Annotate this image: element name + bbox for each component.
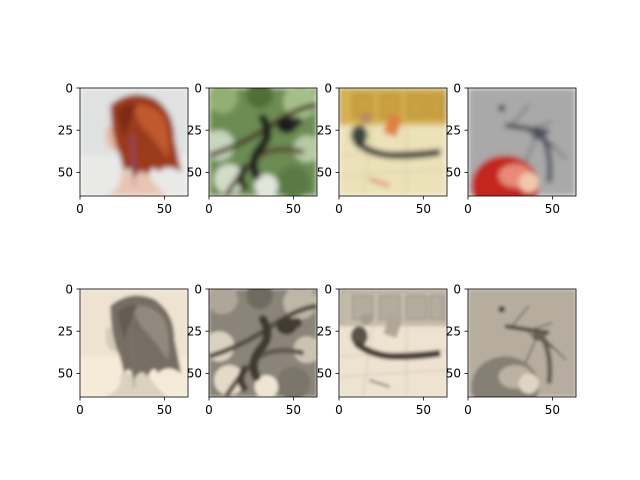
y-tick-label: 50 [317,367,332,381]
subplot-6: 0 50 0 25 50 [187,282,321,417]
y-tick-label: 50 [187,367,202,381]
image-sepia-2 [204,282,320,400]
x-tick-label: 0 [335,403,343,417]
x-tick-label: 50 [286,403,301,417]
x-tick-label: 50 [416,202,431,216]
x-tick-label: 50 [545,403,560,417]
y-tick-label: 25 [58,123,73,137]
y-tick-label: 25 [187,324,202,338]
y-tick-label: 0 [453,282,461,296]
x-tick-label: 0 [464,403,472,417]
subplot-7: 0 50 0 25 50 [317,282,447,417]
y-tick-label: 0 [194,282,202,296]
image-sepia-4 [468,289,576,417]
x-tick-label: 0 [205,202,213,216]
y-tick-label: 50 [446,166,461,180]
image-color-4 [468,88,576,216]
x-tick-label: 50 [416,403,431,417]
subplot-1: 0 50 0 25 50 [58,81,188,216]
x-tick-label: 50 [545,202,560,216]
y-tick-label: 50 [446,367,461,381]
subplot-4: 0 50 0 25 50 [446,81,576,216]
x-tick-label: 50 [157,403,172,417]
subplot-8: 0 50 0 25 50 [446,282,576,417]
x-tick-label: 0 [76,202,84,216]
y-tick-label: 0 [324,282,332,296]
y-tick-label: 0 [194,81,202,95]
subplot-3: 0 50 0 25 50 [317,81,447,216]
y-tick-label: 0 [65,81,73,95]
image-color-2 [204,81,320,199]
image-sepia-3 [339,289,447,397]
subplot-2: 0 50 0 25 50 [187,81,321,216]
image-color-1 [80,88,188,196]
y-tick-label: 0 [453,81,461,95]
y-tick-label: 25 [187,123,202,137]
x-tick-label: 50 [286,202,301,216]
x-tick-label: 0 [335,202,343,216]
x-tick-label: 50 [157,202,172,216]
x-tick-label: 0 [76,403,84,417]
y-tick-label: 50 [187,166,202,180]
image-sepia-1 [80,289,188,397]
y-tick-label: 25 [446,324,461,338]
x-tick-label: 0 [464,202,472,216]
y-tick-label: 50 [58,367,73,381]
y-tick-label: 25 [446,123,461,137]
subplot-5: 0 50 0 25 50 [58,282,188,417]
y-tick-label: 25 [317,123,332,137]
x-tick-label: 0 [205,403,213,417]
image-color-3 [339,88,447,196]
y-tick-label: 25 [317,324,332,338]
y-tick-label: 0 [324,81,332,95]
y-tick-label: 25 [58,324,73,338]
y-tick-label: 0 [65,282,73,296]
y-tick-label: 50 [317,166,332,180]
y-tick-label: 50 [58,166,73,180]
